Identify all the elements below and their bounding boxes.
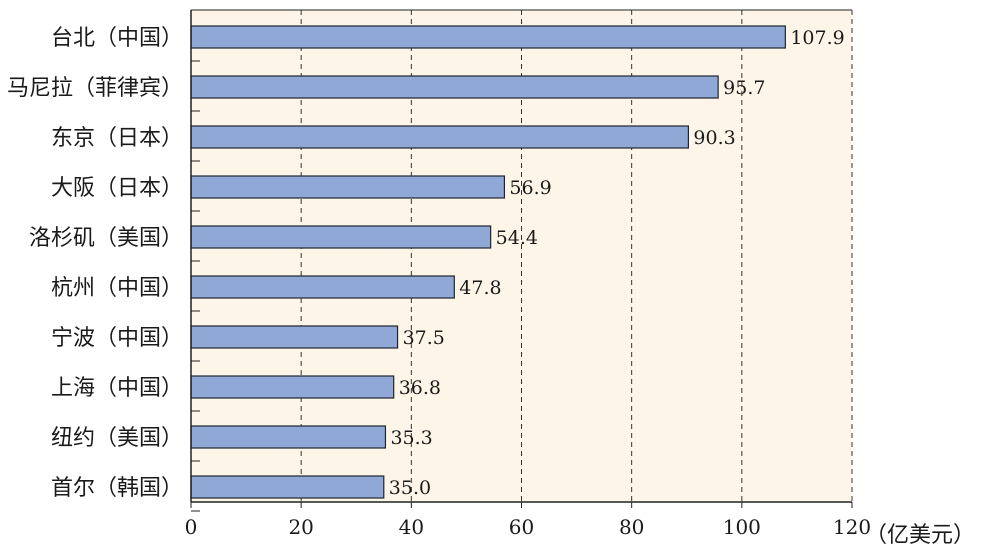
value-label: 47.8 (459, 277, 501, 299)
x-tick-label: 80 (619, 515, 644, 539)
bar (190, 75, 719, 99)
category-label: 洛杉矶（美国） (29, 226, 183, 251)
value-label: 54.4 (496, 227, 538, 249)
value-label: 35.3 (390, 427, 432, 449)
value-label: 107.9 (790, 27, 844, 49)
x-tick-label: 0 (185, 515, 198, 539)
value-label: 56.9 (509, 177, 551, 199)
bar (190, 375, 395, 399)
bar (190, 275, 455, 299)
bar (190, 125, 690, 149)
x-tick-label: 100 (723, 515, 761, 539)
value-label: 36.8 (399, 377, 441, 399)
bar (190, 175, 506, 199)
x-tick-label: 20 (288, 515, 313, 539)
value-label: 37.5 (403, 327, 445, 349)
x-axis-unit-label: （亿美元） (865, 523, 975, 548)
x-tick-label: 40 (399, 515, 424, 539)
bar (190, 325, 399, 349)
category-label: 宁波（中国） (51, 326, 183, 351)
axes: 0 20 40 60 80 100 120 (185, 9, 871, 539)
category-label: 上海（中国） (51, 376, 183, 401)
value-label: 95.7 (723, 77, 765, 99)
value-label: 35.0 (389, 477, 431, 499)
category-label: 台北（中国） (51, 26, 183, 51)
x-tick-label: 60 (509, 515, 534, 539)
bar (190, 225, 492, 249)
category-label: 杭州（中国） (51, 276, 183, 301)
value-label: 90.3 (693, 127, 735, 149)
category-label: 马尼拉（菲律宾） (7, 76, 183, 101)
bar (190, 425, 387, 449)
category-label: 纽约（美国） (51, 426, 183, 451)
labels: 台北（中国） 107.9 马尼拉（菲律宾） 95.7 东京（日本） 90.3 大阪（日本） 5… (7, 26, 845, 501)
category-label: 首尔（韩国） (51, 476, 183, 501)
x-tick-label: 120 (833, 515, 871, 539)
category-label: 大阪（日本） (51, 176, 183, 201)
bar (190, 475, 385, 499)
bar (190, 25, 786, 49)
category-label: 东京（日本） (51, 126, 183, 151)
bars (190, 25, 786, 499)
